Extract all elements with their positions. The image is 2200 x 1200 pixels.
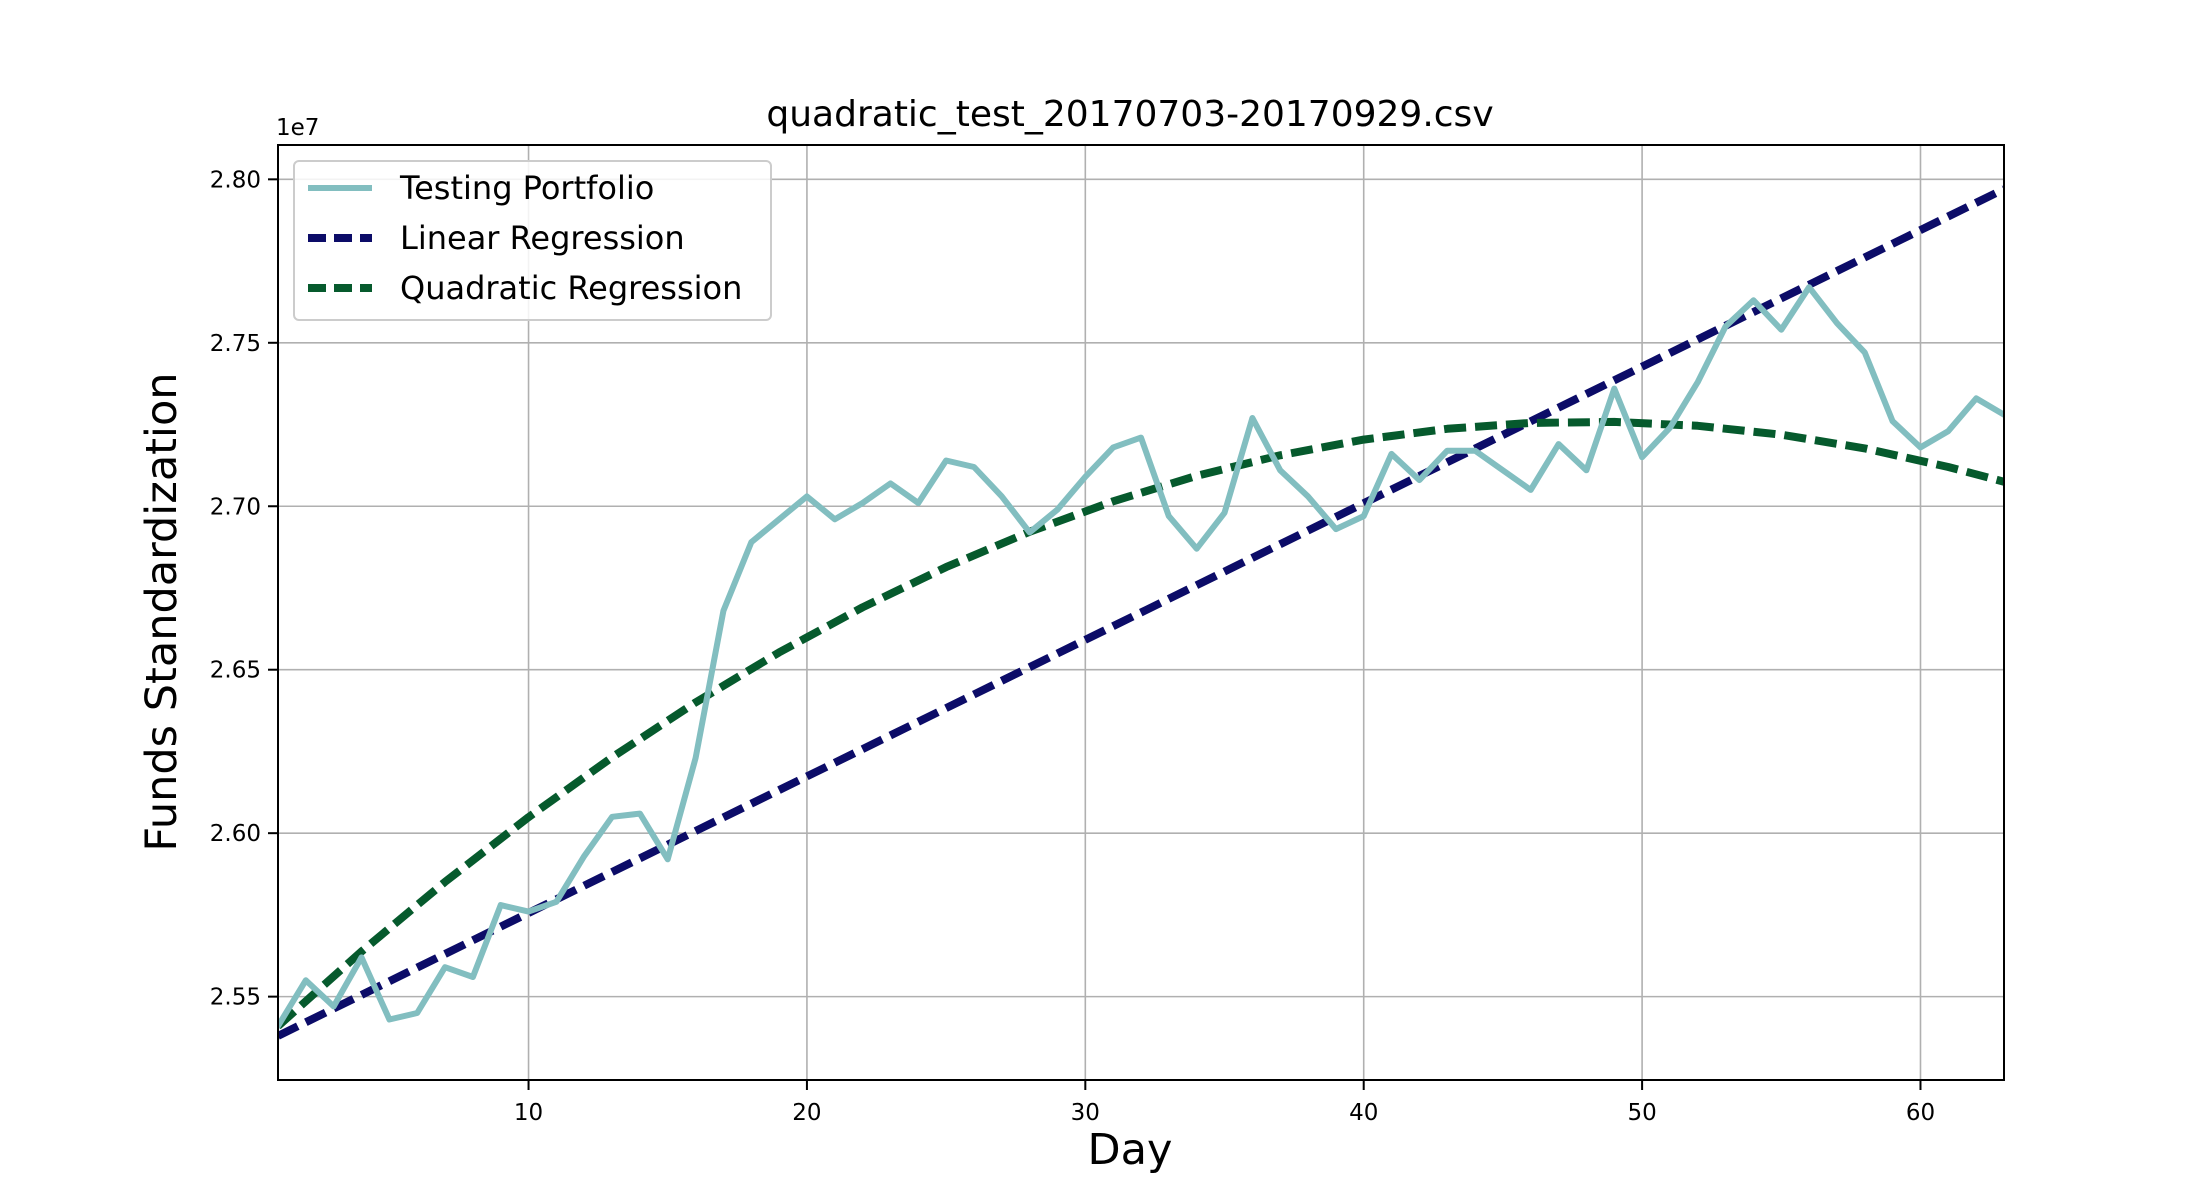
y-axis-label: Funds Standardization [137,372,187,851]
x-tick-label: 40 [1349,1100,1378,1126]
legend-box [293,160,772,321]
legend-label: Quadratic Regression [400,269,742,307]
y-tick-label: 2.60 [210,821,261,847]
y-tick-label: 2.80 [210,167,261,193]
y-axis-offset-label: 1e7 [276,115,319,141]
legend-label: Testing Portfolio [399,169,654,207]
legend: Testing Portfolio Linear Regression Quadra… [293,160,772,321]
y-tick-label: 2.65 [210,658,261,684]
x-tick-label: 20 [792,1100,821,1126]
chart-title: quadratic_test_20170703-20170929.csv [766,94,1493,135]
x-tick-label: 10 [514,1100,543,1126]
ticks: 10 20 30 40 50 60 2.55 2.60 2.65 2.70 2.75 2.80 [210,167,1935,1126]
series-layer [278,185,2004,1040]
x-axis-label: Day [1088,1125,1173,1175]
x-tick-label: 30 [1071,1100,1100,1126]
y-tick-label: 2.55 [210,985,261,1011]
series-line-linear-regression [278,185,2004,1040]
x-tick-label: 50 [1627,1100,1656,1126]
series-line-testing-portfolio [278,284,2004,1030]
y-tick-label: 2.70 [210,494,261,520]
series-line-quadratic-regression [278,417,2004,1030]
plot-frame [277,144,2005,1081]
x-tick-label: 60 [1906,1100,1935,1126]
legend-label: Linear Regression [400,219,685,257]
y-tick-label: 2.75 [210,331,261,357]
